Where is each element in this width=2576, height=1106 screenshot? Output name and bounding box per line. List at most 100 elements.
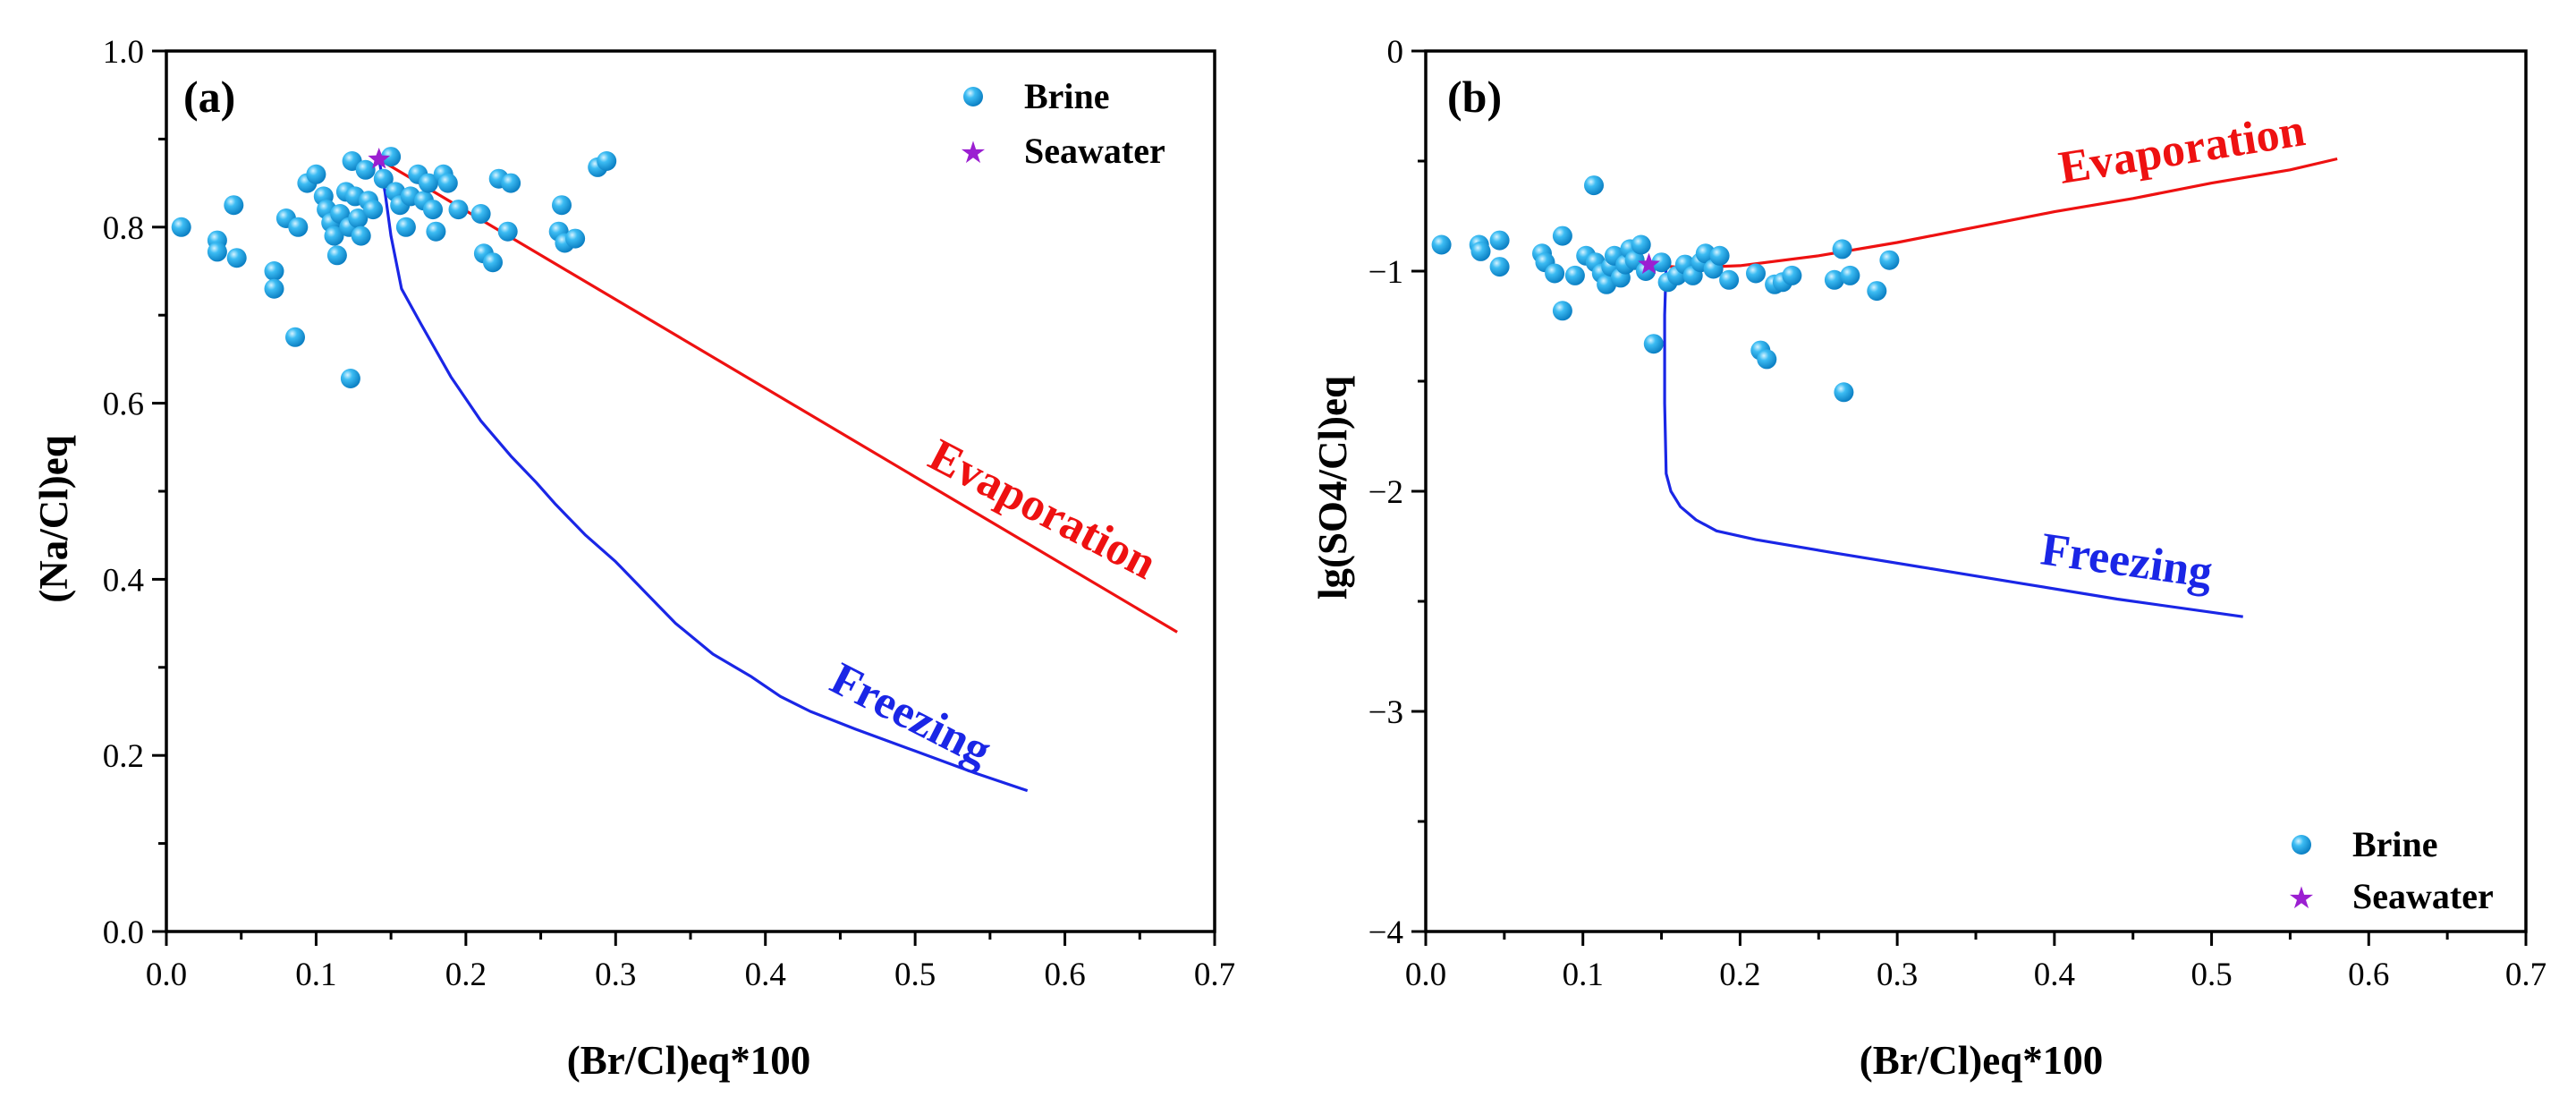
x-tick-label: 0.4: [2034, 957, 2075, 993]
brine-point: [355, 159, 376, 180]
brine-point: [207, 242, 227, 262]
brine-point: [264, 261, 284, 281]
brine-point: [348, 208, 369, 228]
brine-point: [351, 225, 371, 246]
model-lines: [377, 157, 1178, 793]
brine-point: [1824, 269, 1844, 290]
y-tick-label: −3: [1368, 694, 1403, 731]
brine-point: [483, 252, 503, 273]
seawater-point: [1638, 252, 1660, 275]
y-tick-label: −4: [1368, 915, 1403, 951]
panel-label: (a): [183, 72, 235, 122]
panel-label: (b): [1447, 72, 1502, 122]
y-tick-labels: −4 −3 −2 −1 0: [1368, 34, 1403, 951]
legend-seawater-label: Seawater: [2352, 876, 2494, 916]
brine-point: [264, 278, 284, 299]
seawater-star: [368, 148, 391, 169]
brine-point: [1840, 265, 1860, 285]
brine-point: [1489, 230, 1510, 251]
y-tick-label: 0: [1387, 34, 1404, 71]
brine-point: [288, 217, 309, 237]
y-tick-label: 0.8: [103, 210, 144, 247]
legend-seawater-label: Seawater: [1024, 131, 1165, 171]
brine-point: [470, 204, 491, 224]
y-tick-label: 0.4: [103, 562, 144, 599]
brine-point: [1643, 334, 1664, 354]
brine-point: [395, 217, 416, 237]
seawater-star: [1638, 252, 1660, 275]
brine-point: [423, 200, 443, 220]
legend: Brine ★ Seawater: [960, 76, 1165, 171]
y-tick-label: −1: [1368, 254, 1403, 291]
y-tick-labels: 0.0 0.2 0.4 0.6 0.8 1.0: [103, 34, 144, 951]
x-tick-label: 0.6: [2348, 957, 2389, 993]
freezing-line: [377, 158, 1029, 793]
y-tick-label: 0.0: [103, 915, 144, 951]
brine-point: [448, 200, 469, 220]
brine-point: [1489, 257, 1510, 277]
x-tick-label: 0.2: [445, 957, 487, 993]
y-tick-label: 0.2: [103, 738, 144, 775]
brine-point: [1746, 263, 1766, 284]
panel-b-chart: 0.0 0.1 0.2 0.3 0.4 0.5 0.6 0.7 −4 −3 −2 −1 0 (b) (…: [1310, 34, 2546, 1083]
brine-point: [1545, 263, 1565, 284]
brine-point: [497, 221, 518, 242]
tick-marks: [152, 49, 1216, 946]
brine-point: [340, 369, 360, 388]
brine-point: [324, 225, 344, 246]
x-tick-label: 0.7: [1194, 957, 1235, 993]
brine-point: [552, 195, 572, 216]
brine-point: [1757, 349, 1777, 370]
legend-brine-marker: [963, 87, 983, 106]
brine-point: [171, 217, 191, 237]
brine-point: [306, 164, 326, 184]
brine-point: [363, 200, 384, 220]
x-tick-labels: 0.0 0.1 0.2 0.3 0.4 0.5 0.6 0.7: [146, 957, 1235, 993]
freezing-line: [1663, 264, 2243, 618]
brine-point: [373, 168, 394, 189]
tick-marks: [1411, 49, 2528, 946]
brine-point: [426, 221, 446, 242]
legend: Brine ★ Seawater: [2288, 824, 2494, 916]
x-tick-label: 0.3: [595, 957, 636, 993]
x-tick-label: 0.0: [1405, 957, 1446, 993]
x-axis-label: (Br/Cl)eq*100: [567, 1038, 810, 1083]
legend-seawater-marker: ★: [960, 135, 987, 171]
brine-point: [1867, 281, 1887, 302]
brine-point: [1552, 225, 1572, 246]
y-tick-label: 0.6: [103, 387, 144, 423]
evaporation-line-label: Evaporation: [2055, 105, 2309, 194]
brine-point: [285, 327, 305, 347]
y-tick-label: −2: [1368, 474, 1403, 511]
model-lines: [1648, 157, 2338, 618]
brine-point: [1832, 239, 1852, 259]
brine-point: [1782, 265, 1802, 285]
x-tick-label: 0.2: [1719, 957, 1760, 993]
y-axis-label: lg(SO4/Cl)eq: [1310, 376, 1355, 600]
legend-brine-label: Brine: [2352, 824, 2438, 864]
brine-point: [326, 245, 347, 266]
brine-point: [419, 173, 438, 193]
brine-point: [565, 228, 586, 249]
freezing-line-label: Freezing: [823, 653, 999, 777]
brine-points: [171, 147, 617, 388]
brine-point: [597, 151, 617, 171]
brine-point: [1584, 175, 1604, 196]
x-tick-labels: 0.0 0.1 0.2 0.3 0.4 0.5 0.6 0.7: [1405, 957, 2546, 993]
brine-points: [1431, 175, 1900, 403]
x-tick-label: 0.4: [745, 957, 786, 993]
x-tick-label: 0.3: [1877, 957, 1918, 993]
evaporation-line-label: Evaporation: [920, 430, 1164, 590]
legend-brine-label: Brine: [1024, 76, 1110, 116]
brine-point: [381, 147, 402, 167]
brine-point: [1470, 241, 1491, 261]
brine-point: [224, 195, 244, 216]
x-tick-label: 0.1: [295, 957, 336, 993]
brine-point: [1879, 250, 1900, 270]
brine-point: [1552, 301, 1572, 321]
brine-point: [1631, 234, 1651, 255]
evaporation-line: [1648, 157, 2338, 269]
brine-point: [1564, 265, 1585, 285]
brine-point: [1431, 234, 1452, 255]
